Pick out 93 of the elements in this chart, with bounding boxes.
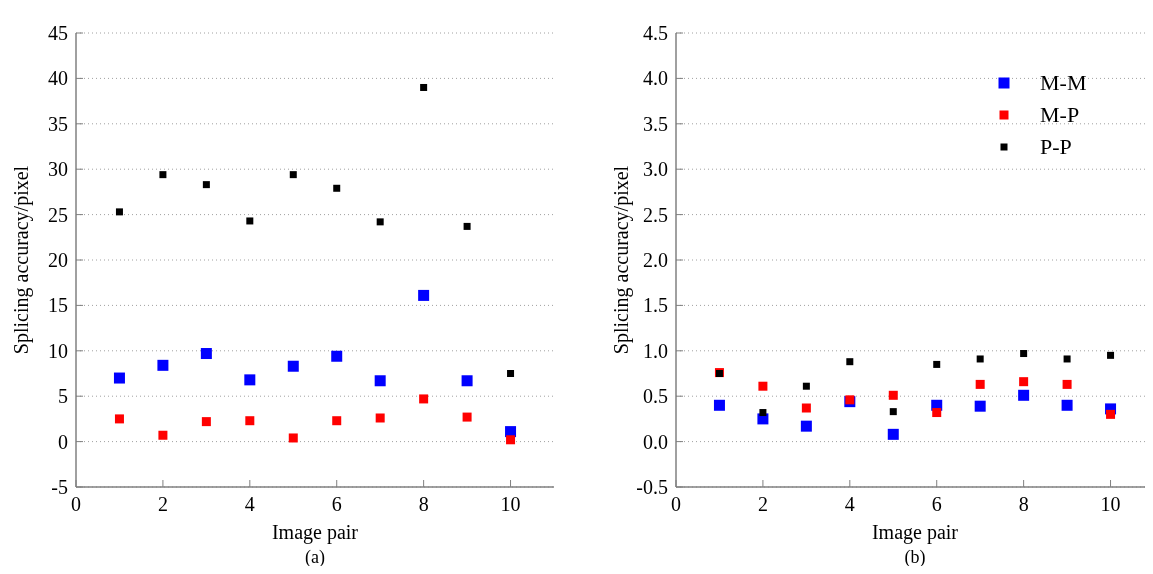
point xyxy=(800,420,812,432)
point xyxy=(1062,379,1072,389)
y-tick-label: 1.0 xyxy=(643,339,668,362)
point xyxy=(933,360,941,368)
y-tick-label: -0.5 xyxy=(636,476,668,498)
point xyxy=(1107,351,1115,359)
point xyxy=(287,360,299,372)
y-tick-label: 20 xyxy=(48,249,68,271)
y-tick-label: 25 xyxy=(48,203,68,226)
y-tick-label: 0 xyxy=(58,430,68,453)
point xyxy=(158,430,168,440)
y-tick-label: 40 xyxy=(48,67,68,90)
point xyxy=(159,171,167,179)
point xyxy=(507,370,515,377)
point xyxy=(759,409,767,417)
point xyxy=(332,416,342,426)
point xyxy=(115,208,123,216)
legend-label: M-M xyxy=(1040,70,1087,95)
point xyxy=(802,382,810,390)
y-tick-label: 15 xyxy=(48,294,68,317)
y-tick-label: 35 xyxy=(48,112,68,135)
point xyxy=(246,217,254,225)
point xyxy=(333,184,341,192)
x-tick-label: 2 xyxy=(157,493,168,515)
x-tick-label: 8 xyxy=(1018,493,1029,515)
point xyxy=(376,218,384,226)
y-axis-title: Splicing accuracy/pixel xyxy=(10,165,33,355)
point xyxy=(462,412,472,422)
point xyxy=(1061,399,1073,411)
point xyxy=(114,414,124,424)
point xyxy=(157,359,169,371)
point xyxy=(888,390,898,400)
y-tick-label: 10 xyxy=(48,339,68,362)
y-axis-title: Splicing accuracy/pixel xyxy=(610,165,633,355)
text: (a) xyxy=(305,547,325,568)
point xyxy=(419,394,429,404)
point xyxy=(506,435,516,445)
x-tick-label: 6 xyxy=(931,493,942,515)
y-tick-label: -5 xyxy=(51,476,68,498)
x-tick-label: 10 xyxy=(1100,493,1121,515)
y-tick-label: 4.5 xyxy=(643,22,668,44)
y-tick-label: 1.5 xyxy=(643,294,668,317)
x-tick-label: 4 xyxy=(244,493,255,515)
y-tick-label: 30 xyxy=(48,158,68,181)
y-tick-label: 2.0 xyxy=(643,249,668,271)
y-tick-label: 3.5 xyxy=(643,112,668,135)
point xyxy=(288,433,298,443)
point xyxy=(375,413,385,423)
point xyxy=(758,381,768,391)
point xyxy=(245,416,255,426)
x-tick-label: 2 xyxy=(757,493,768,515)
point xyxy=(200,348,212,360)
point xyxy=(461,375,473,387)
point xyxy=(374,375,386,387)
point xyxy=(420,83,428,91)
y-tick-label: 3.0 xyxy=(643,158,668,181)
y-tick-label: 4.0 xyxy=(643,67,668,90)
point xyxy=(889,408,897,416)
point xyxy=(1018,389,1030,401)
y-tick-label: 45 xyxy=(48,22,68,44)
x-tick-label: 6 xyxy=(331,493,342,515)
legend-label: M-P xyxy=(1040,102,1080,127)
y-tick-label: 5 xyxy=(58,385,68,408)
y-tick-label: 0.5 xyxy=(643,385,668,408)
point xyxy=(974,400,986,412)
legend-label: P-P xyxy=(1040,134,1072,159)
point xyxy=(975,379,985,389)
point xyxy=(713,399,725,411)
point xyxy=(463,222,471,230)
x-axis-title: Image pair xyxy=(871,521,959,544)
point xyxy=(1063,355,1071,363)
x-tick-label: 10 xyxy=(500,493,521,515)
y-tick-label: 0.0 xyxy=(643,430,668,453)
point xyxy=(331,350,343,362)
point xyxy=(1106,409,1116,419)
point xyxy=(801,403,811,413)
point xyxy=(113,372,125,384)
text: (b) xyxy=(904,547,926,568)
point xyxy=(976,355,984,363)
point xyxy=(1019,377,1029,387)
point xyxy=(244,374,256,386)
point xyxy=(418,289,430,301)
x-tick-label: 8 xyxy=(418,493,429,515)
point xyxy=(289,171,297,179)
point xyxy=(932,408,942,418)
point xyxy=(202,181,210,189)
point xyxy=(846,358,854,366)
point xyxy=(1020,350,1028,358)
x-tick-label: 4 xyxy=(844,493,855,515)
x-axis-title: Image pair xyxy=(271,521,359,544)
point xyxy=(201,417,211,427)
point xyxy=(887,428,899,440)
y-tick-label: 2.5 xyxy=(643,203,668,226)
